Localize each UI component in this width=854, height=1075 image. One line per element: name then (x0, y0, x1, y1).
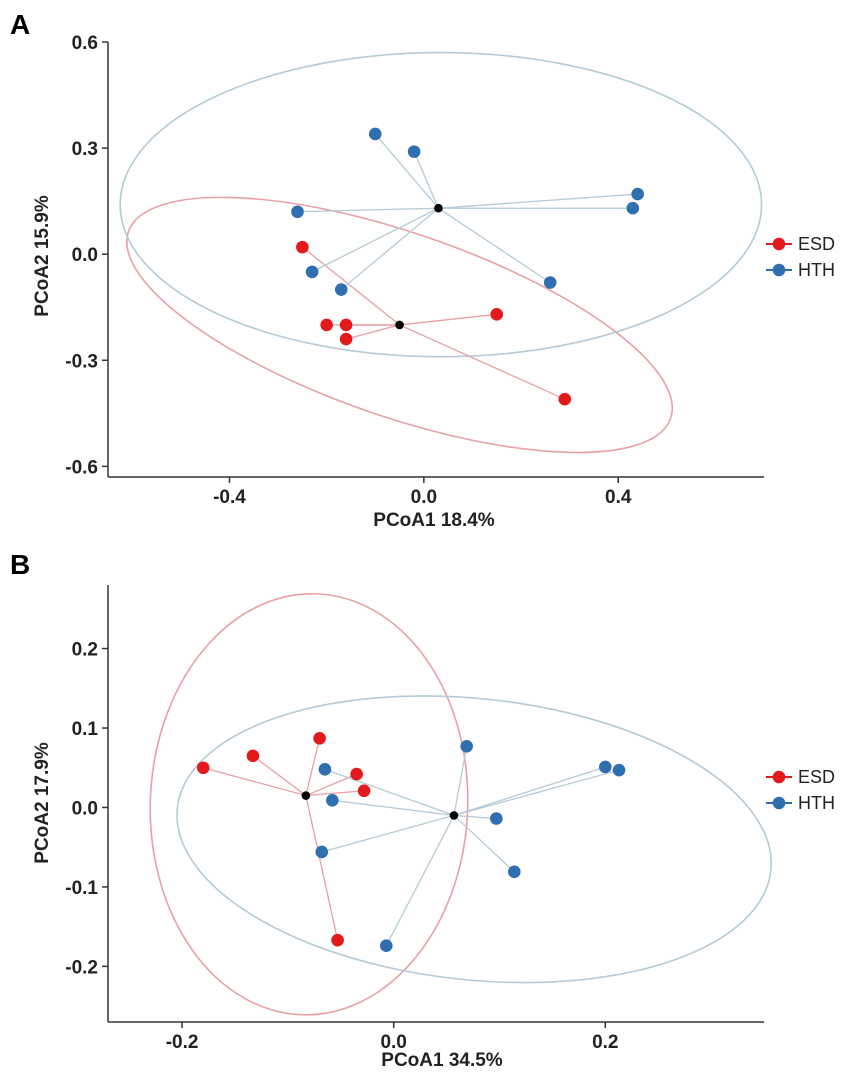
hth-sample-point (543, 276, 557, 289)
hth-sample-point (612, 763, 626, 777)
esd-sample-point (320, 318, 333, 332)
x-tick-label: 0.0 (411, 487, 437, 508)
esd-sample-point (313, 732, 326, 745)
hth-sample-point (334, 283, 348, 296)
y-tick-label: -0.6 (65, 457, 98, 478)
hth-sample-point (326, 794, 339, 807)
esd-sample-point (339, 318, 353, 332)
hth-spider-line (385, 815, 455, 947)
esd-centroid (395, 320, 404, 330)
hth-spider-line (332, 799, 455, 817)
hth-spider-line (453, 814, 515, 873)
esd-spider-line (305, 738, 321, 796)
y-tick-label: -0.1 (65, 878, 98, 899)
esd-confidence-ellipse (126, 196, 674, 454)
esd-spider-line (399, 324, 566, 400)
hth-sample-point (291, 205, 304, 219)
esd-sample-point (331, 933, 344, 947)
y-tick-label: 0.0 (72, 245, 98, 266)
x-axis-label: PCoA1 34.5% (381, 1050, 503, 1071)
esd-sample-point (196, 761, 210, 775)
hth-spider-line (453, 766, 606, 817)
hth-spider-line (374, 133, 439, 209)
esd-spider-line (345, 324, 400, 340)
hth-confidence-ellipse (119, 51, 763, 358)
hth-spider-line (340, 207, 439, 291)
hth-spider-line (413, 151, 440, 209)
hth-sample-point (598, 760, 612, 774)
hth-spider-line (438, 193, 638, 209)
legend: ESD HTH (766, 234, 835, 280)
esd-sample-point (339, 332, 353, 346)
hth-spider-line (297, 207, 439, 213)
legend-label-hth: HTH (798, 793, 835, 813)
y-axis-label: PCoA2 15.9% (32, 195, 53, 317)
hth-sample-point (507, 865, 521, 879)
panel-a: A 0.6 0.3 0.0 -0.3 -0.6 -0.4 0.0 0.4 PCoA1 18.4% P… (10, 9, 835, 531)
legend: ESD HTH (766, 767, 835, 813)
panel-label: A (10, 9, 30, 40)
x-tick-label: 0.0 (380, 1032, 406, 1053)
esd-spider-line (305, 790, 365, 797)
esd-sample-point (246, 749, 260, 763)
hth-spider-line (453, 746, 468, 816)
y-tick-label: -0.3 (65, 351, 98, 372)
hth-spider-line (324, 768, 455, 817)
y-tick-label: 0.1 (72, 719, 99, 740)
hth-sample-point (490, 812, 503, 825)
hth-spider-line (453, 814, 497, 820)
panel-b: B 0.2 0.1 0.0 -0.1 -0.2 -0.2 0.0 0.2 PCoA1 34.5% P… (10, 549, 835, 1071)
hth-sample-point (315, 845, 329, 859)
hth-sample-point (305, 265, 319, 279)
esd-sample-point (490, 308, 504, 321)
x-tick-label: -0.2 (166, 1032, 199, 1053)
esd-confidence-ellipse (149, 592, 469, 1016)
y-tick-label: 0.3 (72, 139, 98, 160)
y-tick-label: 0.2 (72, 640, 98, 661)
esd-spider-line (301, 246, 400, 326)
x-tick-label: 0.4 (605, 487, 632, 508)
legend-marker-hth (772, 263, 786, 277)
hth-centroid (449, 811, 459, 820)
legend-marker-hth (772, 796, 786, 810)
esd-sample-point (357, 784, 371, 798)
hth-spider-line (438, 207, 551, 284)
x-tick-label: -0.4 (213, 487, 246, 508)
x-axis-label: PCoA1 18.4% (373, 510, 495, 531)
esd-spider-line (399, 313, 497, 326)
y-tick-label: 0.6 (72, 33, 98, 54)
esd-spider-line (305, 795, 339, 941)
hth-sample-point (631, 187, 644, 201)
y-tick-label: 0.0 (72, 798, 98, 819)
esd-spider-line (203, 767, 307, 797)
hth-sample-point (379, 939, 393, 953)
hth-spider-line (453, 769, 620, 817)
legend-label-esd: ESD (798, 234, 835, 254)
esd-sample-point (350, 767, 363, 781)
hth-sample-point (626, 201, 640, 215)
esd-sample-point (296, 240, 309, 254)
esd-sample-point (558, 392, 572, 406)
hth-confidence-ellipse (176, 695, 772, 984)
y-axis-label: PCoA2 17.9% (32, 742, 53, 864)
hth-spider-line (311, 207, 439, 273)
legend-marker-esd (772, 770, 786, 784)
esd-centroid (301, 791, 311, 800)
hth-sample-point (460, 739, 473, 753)
panel-label: B (10, 549, 30, 580)
esd-spider-line (252, 755, 307, 797)
hth-sample-point (407, 145, 421, 158)
hth-sample-point (318, 763, 332, 776)
hth-spider-line (321, 814, 455, 853)
x-tick-label: 0.2 (592, 1032, 618, 1053)
legend-label-esd: ESD (798, 767, 835, 787)
hth-sample-point (368, 127, 382, 141)
legend-marker-esd (772, 237, 786, 251)
y-tick-label: -0.2 (65, 957, 98, 978)
legend-label-hth: HTH (798, 260, 835, 280)
hth-centroid (434, 203, 443, 213)
